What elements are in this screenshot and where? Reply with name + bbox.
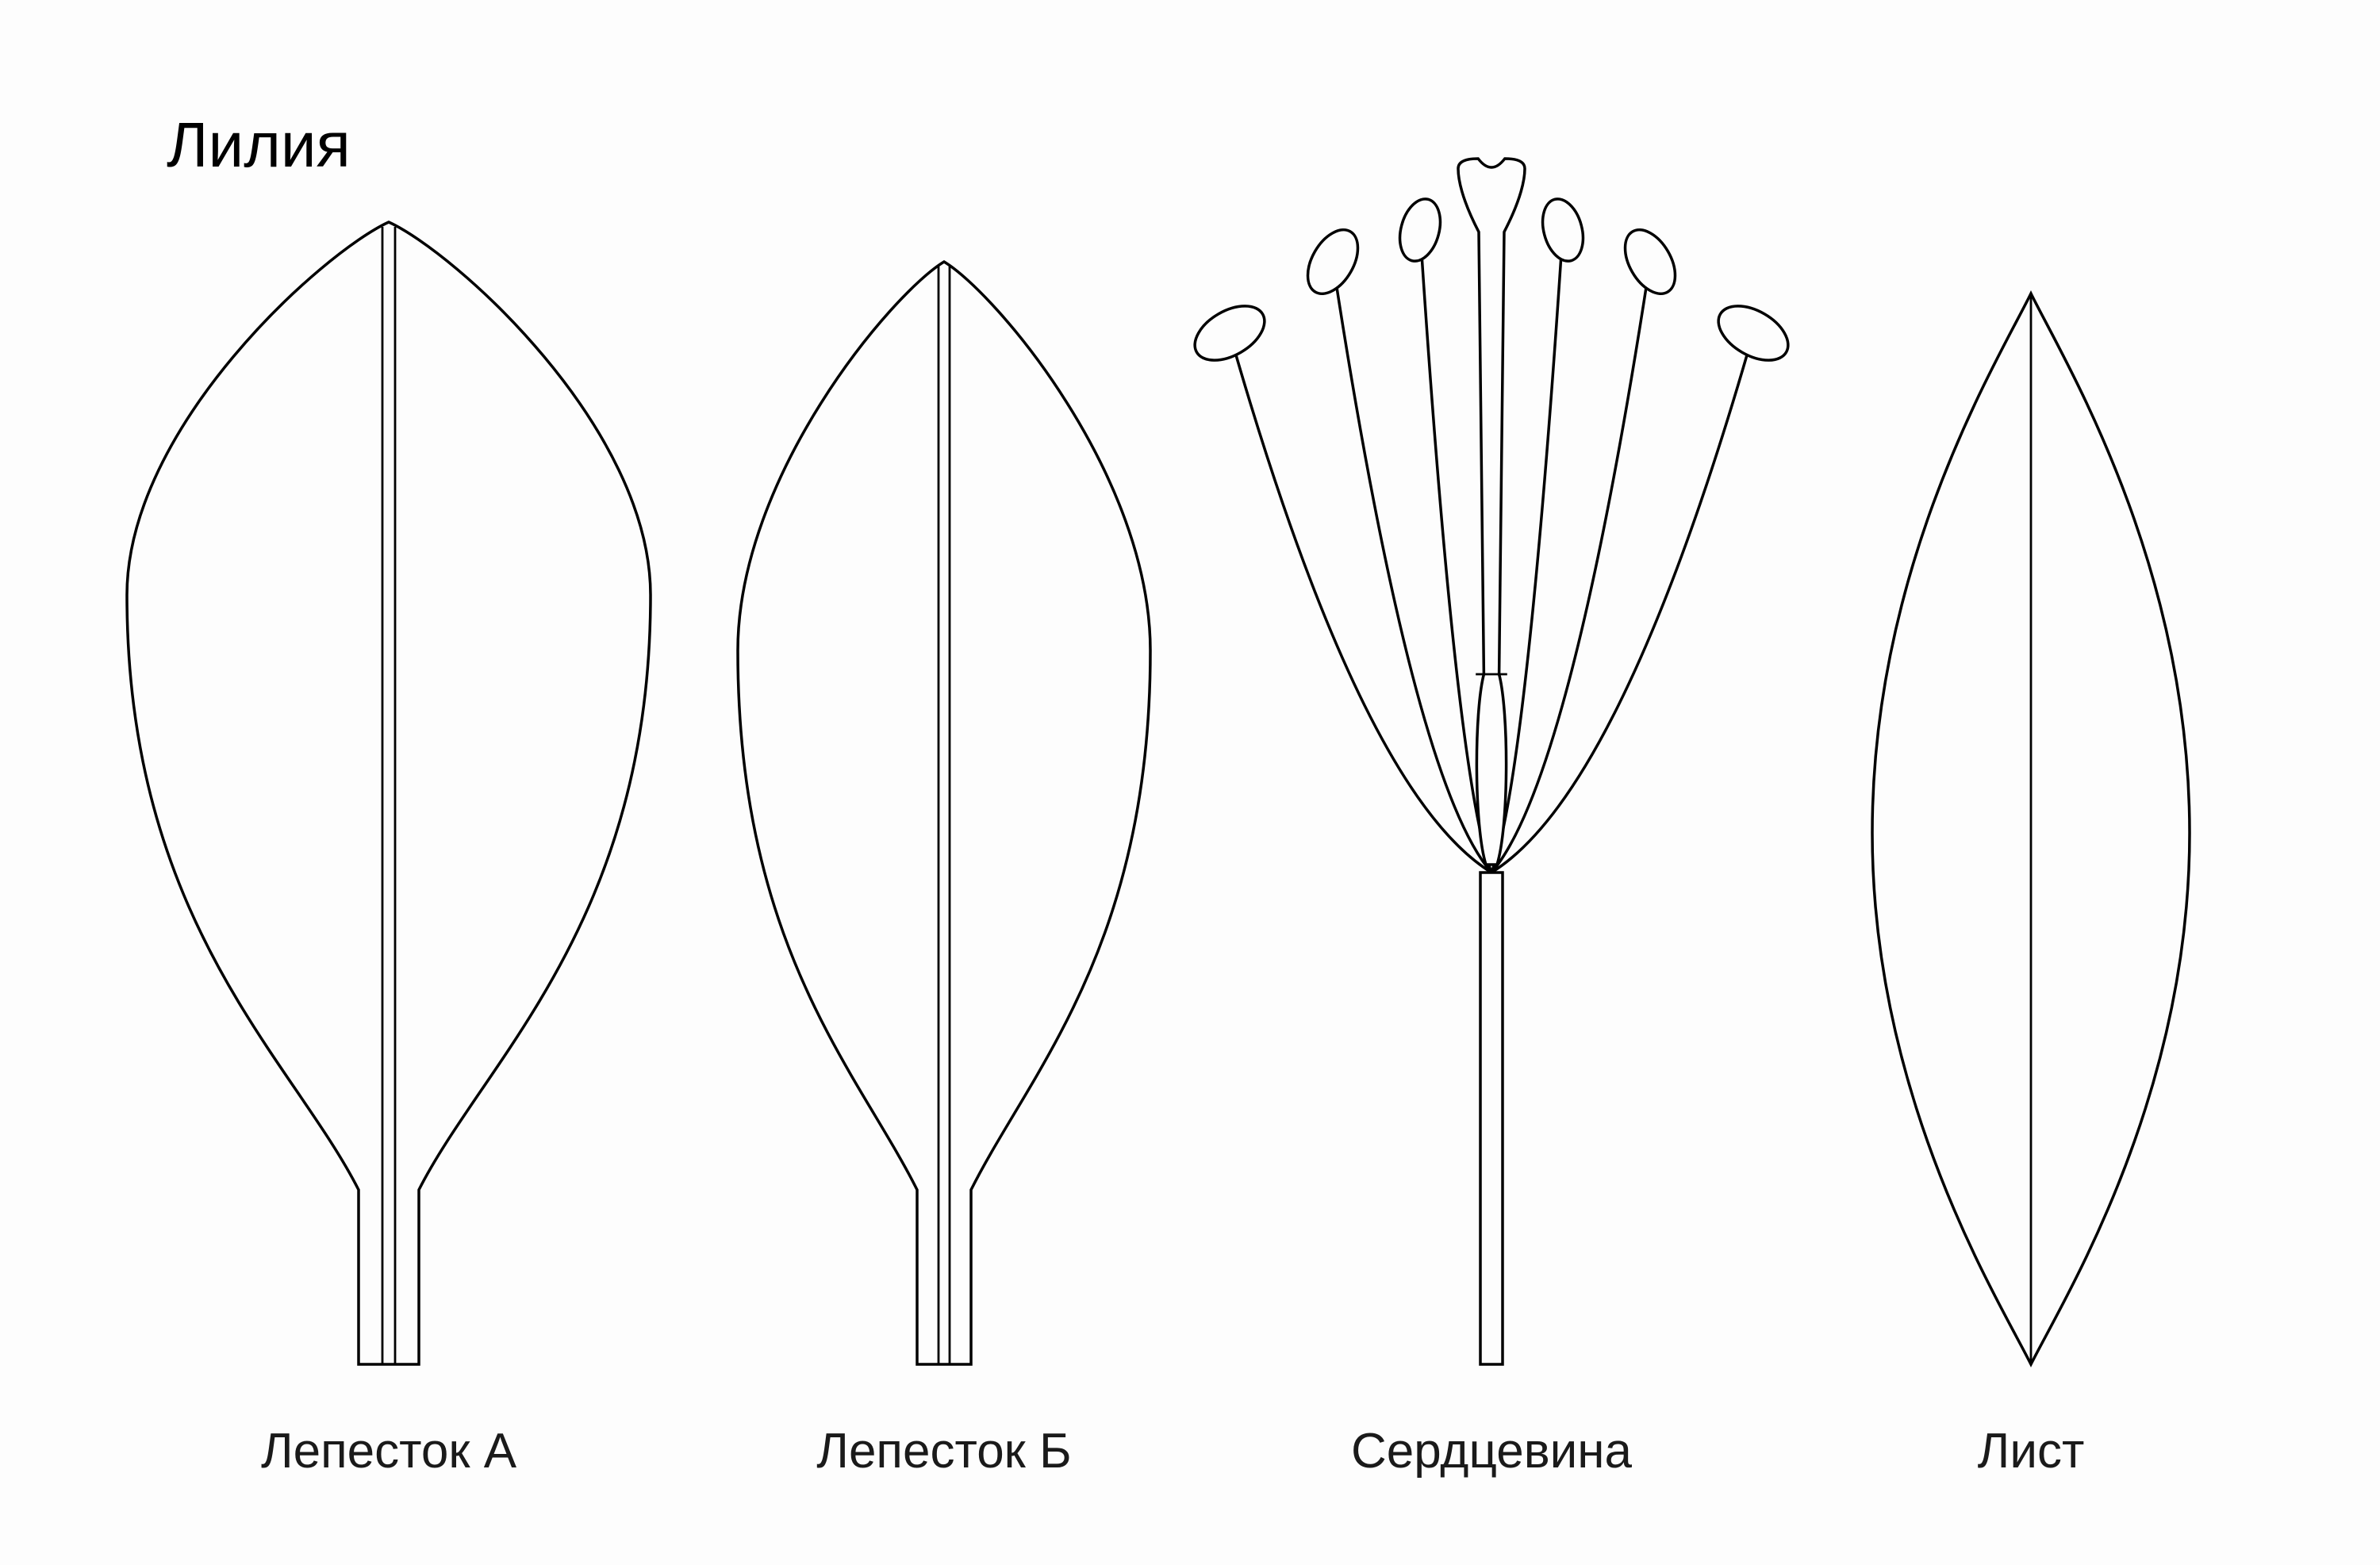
part-label: Лепесток Б [816, 1424, 1071, 1479]
petal-outline [738, 262, 1150, 1364]
stamen-filament [1230, 333, 1491, 873]
part-label: Лепесток А [261, 1424, 517, 1479]
stamen-filament [1491, 333, 1753, 873]
leaf [1872, 293, 2190, 1364]
part-label: Лист [1978, 1424, 2085, 1479]
diagram-title: Лилия [167, 109, 351, 180]
core-stem [1480, 873, 1503, 1364]
stamen-anther [1536, 194, 1589, 266]
stamen-anther [1614, 221, 1685, 302]
flower-core [1185, 159, 1797, 1364]
stamen-anther [1297, 221, 1368, 302]
petal-b [738, 262, 1150, 1364]
stamen-filament [1491, 262, 1650, 873]
stamen-filament [1333, 262, 1491, 873]
stamen-anther [1393, 194, 1446, 266]
petal-a [127, 222, 651, 1364]
stamen-anther [1185, 295, 1273, 371]
lily-template-diagram: Лилия Лепесток А Лепесток Б Сердцевина Лист [0, 0, 2380, 1565]
stamen-anther [1709, 295, 1797, 371]
petal-outline [127, 222, 651, 1364]
part-label: Сердцевина [1351, 1424, 1633, 1479]
caption-row: Лепесток А Лепесток Б Сердцевина Лист [261, 1424, 2084, 1479]
